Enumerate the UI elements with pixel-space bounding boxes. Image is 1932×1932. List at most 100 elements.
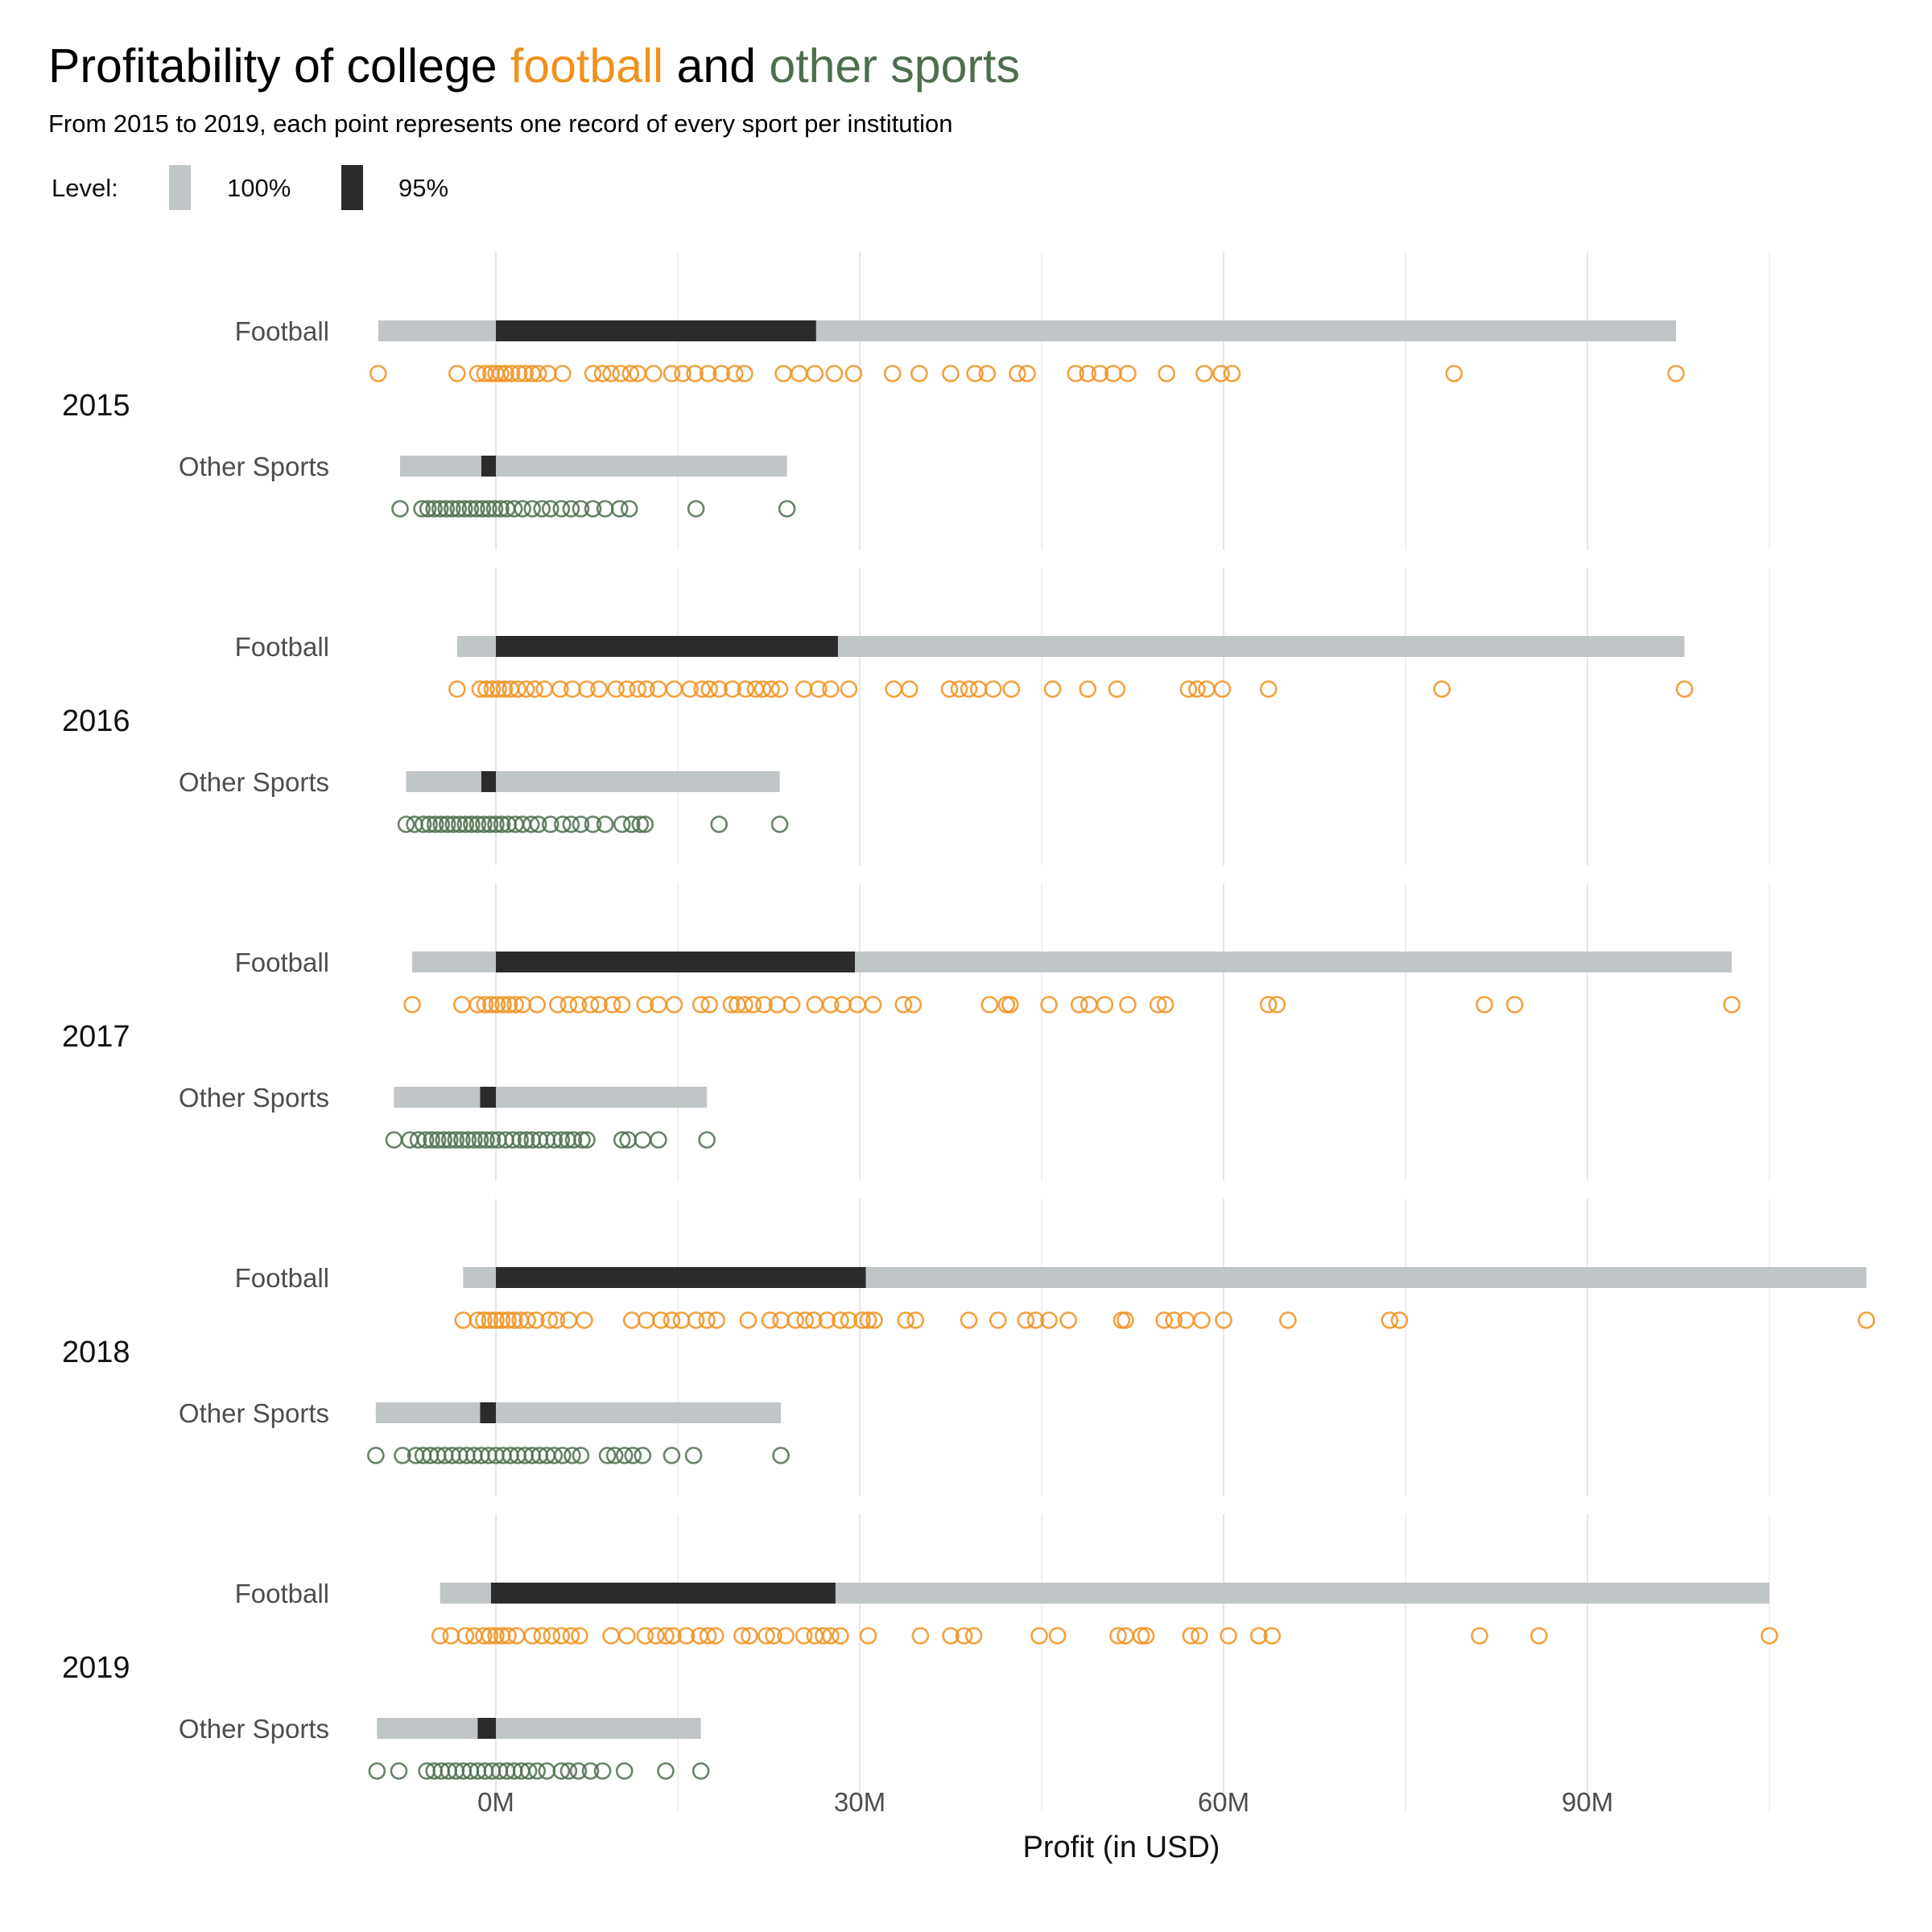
data-point — [1263, 1627, 1282, 1645]
data-point — [980, 996, 999, 1013]
data-point — [989, 1311, 1007, 1329]
legend-swatch-0 — [169, 165, 191, 210]
data-point — [818, 1311, 836, 1329]
data-point — [1109, 1627, 1127, 1645]
data-point — [505, 500, 523, 518]
data-point — [426, 815, 444, 833]
data-point — [578, 680, 596, 698]
data-point — [403, 996, 421, 1013]
data-point — [437, 500, 456, 518]
data-point — [409, 1131, 427, 1149]
data-point — [492, 500, 510, 518]
data-point — [782, 996, 801, 1013]
data-point — [1009, 365, 1026, 382]
data-point — [431, 1627, 449, 1645]
legend-label: Level: — [52, 174, 118, 202]
data-point — [487, 815, 505, 833]
data-point — [1195, 365, 1213, 382]
x-axis: 0M 30M 60M 90M — [477, 1787, 1613, 1817]
data-point — [778, 500, 796, 518]
category-label: Football — [235, 632, 329, 662]
category-label: Other Sports — [179, 767, 329, 797]
data-point — [770, 680, 789, 698]
data-point — [1182, 1627, 1200, 1645]
data-point — [1381, 1311, 1399, 1329]
data-point — [510, 365, 528, 382]
data-point — [677, 1627, 696, 1645]
data-point — [369, 365, 387, 382]
data-point — [687, 1311, 705, 1329]
data-point — [1445, 365, 1463, 382]
chart-title-football: football — [510, 39, 663, 93]
range-95-bar — [496, 320, 816, 341]
data-point — [463, 815, 481, 833]
data-point — [864, 996, 882, 1013]
data-point — [1119, 365, 1137, 382]
year-label: 2015 — [62, 389, 130, 423]
data-point — [564, 1131, 583, 1149]
data-point — [552, 1627, 571, 1645]
data-point — [844, 365, 863, 382]
data-point — [485, 500, 504, 518]
data-point — [1155, 1311, 1173, 1329]
data-point — [1675, 680, 1694, 698]
range-95-bar — [480, 1402, 496, 1423]
data-point — [1018, 365, 1036, 382]
data-point — [489, 680, 507, 698]
data-point — [621, 365, 640, 382]
data-point — [804, 1311, 823, 1329]
data-point — [796, 1311, 815, 1329]
x-tick-label: 30M — [834, 1787, 886, 1817]
data-point — [663, 1311, 681, 1329]
data-point — [726, 365, 744, 382]
data-point — [693, 680, 711, 698]
data-point — [904, 996, 923, 1013]
data-point — [772, 1447, 790, 1464]
range-100-bar — [377, 1718, 701, 1739]
data-point — [495, 680, 514, 698]
data-point — [1433, 680, 1451, 698]
data-point — [1215, 1311, 1232, 1329]
data-point — [770, 815, 789, 833]
data-point — [883, 365, 902, 382]
data-point — [1040, 996, 1058, 1013]
data-point — [674, 365, 691, 382]
data-point — [1026, 1311, 1045, 1329]
data-point — [562, 1627, 580, 1645]
data-point — [482, 996, 500, 1013]
data-point — [997, 996, 1016, 1013]
data-point — [647, 1627, 665, 1645]
data-point — [529, 815, 547, 833]
data-point — [584, 365, 602, 382]
data-point — [590, 996, 608, 1013]
range-100-bar — [399, 456, 787, 477]
data-point — [691, 1762, 710, 1780]
data-point — [1223, 365, 1241, 382]
data-point — [700, 680, 718, 698]
data-point — [894, 996, 913, 1013]
data-point — [448, 365, 466, 382]
data-point — [514, 500, 531, 518]
data-point — [1193, 1311, 1211, 1329]
data-point — [613, 815, 631, 833]
data-point — [488, 996, 506, 1013]
data-point — [549, 996, 567, 1013]
data-point — [541, 815, 559, 833]
data-point — [681, 680, 699, 698]
data-point — [978, 365, 996, 382]
range-95-bar — [496, 952, 855, 972]
data-point — [1132, 1627, 1150, 1645]
data-point — [419, 500, 437, 518]
data-point — [809, 680, 828, 698]
data-point — [487, 1311, 505, 1329]
data-point — [665, 996, 683, 1013]
data-point — [450, 815, 469, 833]
data-point — [620, 500, 638, 518]
data-point — [397, 815, 415, 833]
data-point — [552, 500, 571, 518]
panel-2019: 2019 Football Other Sports — [62, 1579, 1778, 1780]
data-point — [559, 996, 578, 1013]
panel-2017: 2017 Football Other Sports — [62, 947, 1741, 1149]
data-point — [447, 1131, 465, 1149]
